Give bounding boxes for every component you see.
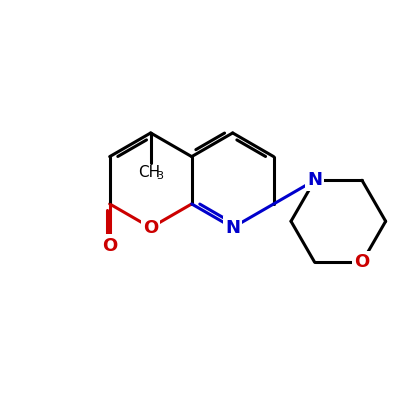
Text: CH: CH [138,165,160,180]
Text: O: O [102,236,117,254]
Text: O: O [354,253,370,271]
Text: O: O [143,219,158,237]
Text: N: N [225,219,240,237]
Text: 3: 3 [156,171,163,181]
Text: N: N [307,171,322,189]
